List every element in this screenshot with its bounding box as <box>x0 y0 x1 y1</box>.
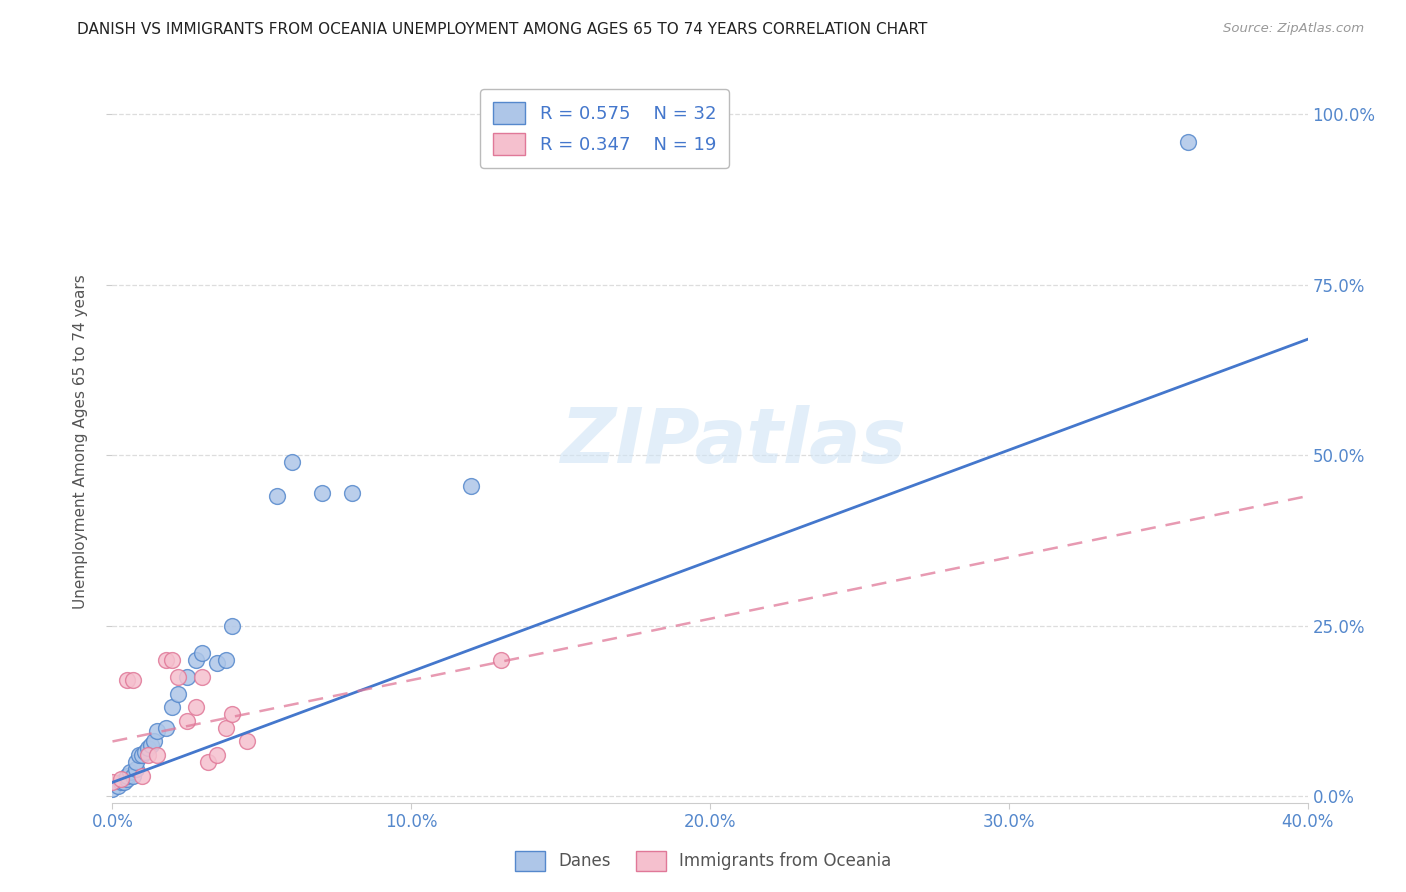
Text: ZIPatlas: ZIPatlas <box>561 405 907 478</box>
Point <box>141 738 163 752</box>
Point <box>122 768 145 782</box>
Text: DANISH VS IMMIGRANTS FROM OCEANIA UNEMPLOYMENT AMONG AGES 65 TO 74 YEARS CORRELA: DANISH VS IMMIGRANTS FROM OCEANIA UNEMPL… <box>77 22 928 37</box>
Point <box>143 734 166 748</box>
Point <box>114 775 135 789</box>
Point <box>221 618 243 632</box>
Point <box>266 489 288 503</box>
Point <box>146 748 169 763</box>
Point <box>101 775 124 789</box>
Point <box>107 779 129 793</box>
Point <box>215 653 238 667</box>
Point <box>125 755 148 769</box>
Point <box>162 653 183 667</box>
Point <box>131 768 153 782</box>
Point <box>176 714 198 728</box>
Point <box>215 721 238 735</box>
Point <box>191 646 214 660</box>
Point <box>162 700 183 714</box>
Point <box>110 772 132 786</box>
Point <box>155 721 177 735</box>
Point <box>117 768 139 782</box>
Point <box>311 485 333 500</box>
Point <box>197 755 219 769</box>
Legend: R = 0.575    N = 32, R = 0.347    N = 19: R = 0.575 N = 32, R = 0.347 N = 19 <box>479 89 728 168</box>
Point <box>155 653 177 667</box>
Point <box>191 670 214 684</box>
Point <box>186 653 208 667</box>
Text: Source: ZipAtlas.com: Source: ZipAtlas.com <box>1223 22 1364 36</box>
Point <box>167 687 190 701</box>
Point <box>117 772 139 786</box>
Point <box>340 485 363 500</box>
Point <box>236 734 259 748</box>
Point <box>117 673 139 687</box>
Point <box>131 748 153 763</box>
Point <box>460 479 482 493</box>
Point <box>205 656 228 670</box>
Point <box>125 762 148 776</box>
Point <box>167 670 190 684</box>
Legend: Danes, Immigrants from Oceania: Danes, Immigrants from Oceania <box>506 842 900 880</box>
Point <box>1177 135 1199 149</box>
Point <box>146 724 169 739</box>
Point <box>221 707 243 722</box>
Point <box>110 775 132 789</box>
Y-axis label: Unemployment Among Ages 65 to 74 years: Unemployment Among Ages 65 to 74 years <box>73 274 89 609</box>
Point <box>128 748 150 763</box>
Point <box>205 748 228 763</box>
Point <box>120 765 142 780</box>
Point <box>186 700 208 714</box>
Point <box>101 782 124 797</box>
Point <box>138 748 160 763</box>
Point <box>489 653 512 667</box>
Point <box>134 745 156 759</box>
Point <box>281 455 304 469</box>
Point <box>138 741 160 756</box>
Point <box>122 673 145 687</box>
Point <box>176 670 198 684</box>
